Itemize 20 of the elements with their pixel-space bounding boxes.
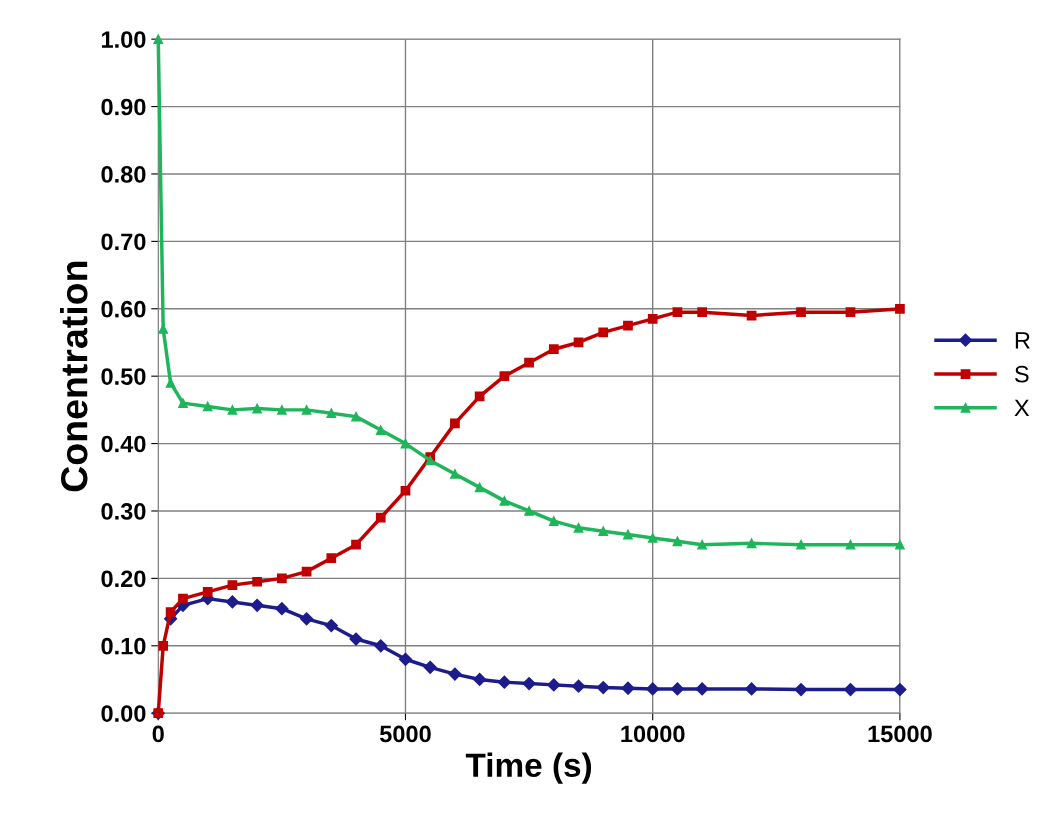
x-tick-label: 15000	[868, 725, 932, 743]
legend-label: R	[1015, 332, 1030, 349]
y-tick-label: 0.90	[101, 98, 146, 116]
y-tick-label: 0.70	[101, 233, 146, 251]
x-tick-label: 0	[152, 725, 164, 743]
y-tick-label: 0.00	[101, 705, 146, 722]
x-tick-label: 5000	[379, 725, 431, 743]
legend-label: X	[1014, 399, 1030, 417]
y-tick-label: 0.30	[101, 503, 146, 520]
y-tick-label: 0.50	[101, 368, 146, 385]
y-tick-label: 0.20	[101, 570, 146, 588]
x-tick-label: 10000	[621, 725, 685, 743]
x-axis-title: Time (s)	[465, 752, 592, 784]
y-tick-label: 1.00	[101, 31, 146, 48]
legend-label: S	[1014, 365, 1029, 383]
y-tick-label: 0.80	[101, 166, 146, 183]
y-axis-title: Conentration	[59, 261, 88, 492]
y-tick-label: 0.60	[101, 300, 146, 318]
y-tick-label: 0.40	[101, 435, 146, 453]
y-tick-label: 0.10	[101, 637, 146, 655]
